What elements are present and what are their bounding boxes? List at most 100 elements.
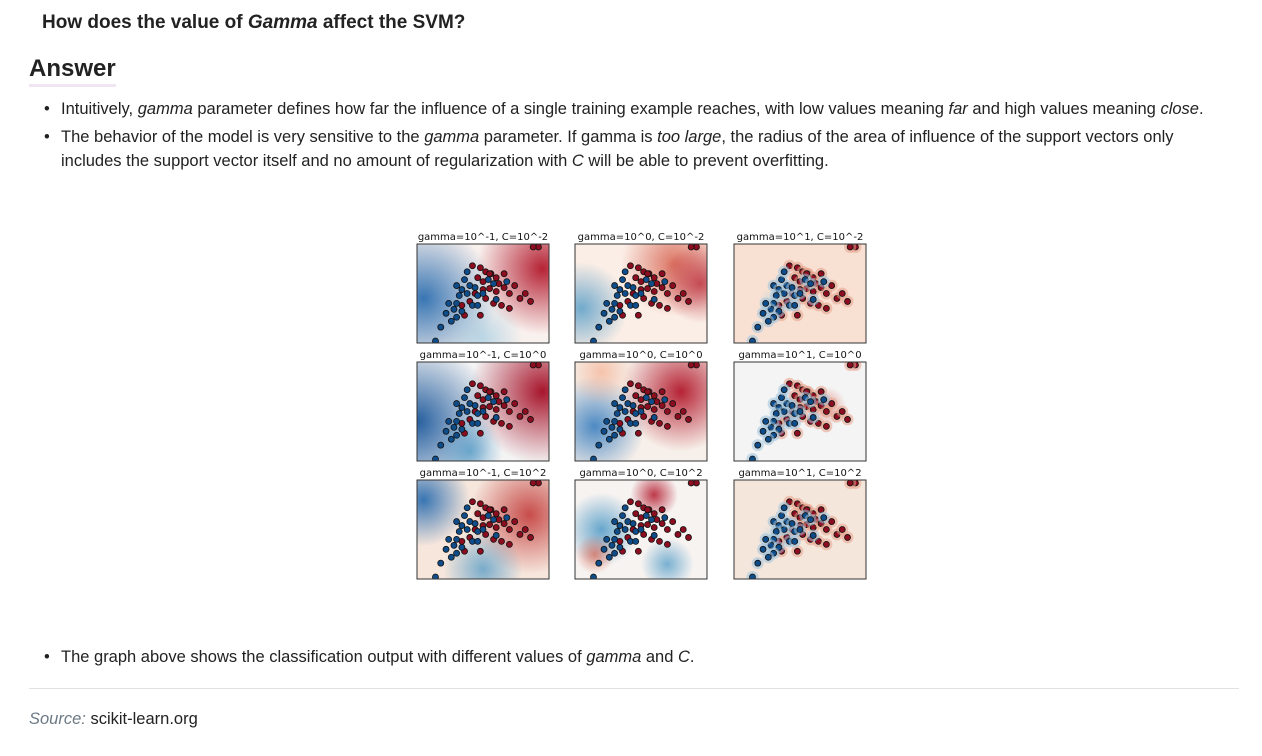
data-point: [780, 268, 788, 276]
panel-title: gamma=10^-1, C=10^-2: [418, 232, 548, 243]
data-point: [442, 545, 450, 553]
data-point: [474, 537, 482, 545]
data-point: [458, 425, 466, 433]
panel-title: gamma=10^0, C=10^-2: [578, 232, 705, 243]
data-point: [674, 295, 682, 302]
data-point: [474, 510, 482, 518]
data-point: [474, 392, 482, 400]
figure-caption-list: The graph above shows the classification…: [29, 645, 1229, 669]
data-point: [632, 392, 640, 400]
data-point: [642, 394, 650, 402]
data-point: [450, 305, 458, 313]
data-point: [479, 408, 487, 415]
data-point: [619, 394, 626, 402]
data-point: [492, 510, 500, 518]
data-point: [822, 304, 830, 312]
data-point: [828, 282, 836, 289]
data-point: [447, 435, 455, 443]
data-point: [463, 386, 471, 394]
data-point: [629, 520, 637, 527]
data-point: [492, 296, 500, 303]
data-point: [437, 323, 445, 331]
data-point: [634, 429, 642, 437]
data-point: [486, 270, 493, 278]
data-point: [500, 402, 508, 409]
data-point: [613, 410, 621, 417]
data-point: [820, 278, 828, 286]
data-point: [616, 404, 624, 411]
data-point: [611, 549, 619, 557]
data-point: [458, 286, 466, 293]
data-point: [629, 284, 637, 291]
data-point: [469, 380, 476, 388]
data-point: [809, 414, 817, 421]
data-point: [634, 264, 642, 272]
data-point: [498, 537, 505, 545]
data-point: [656, 419, 663, 427]
data-point: [453, 400, 460, 407]
data-point: [506, 408, 513, 415]
data-point: [506, 540, 513, 548]
data-point: [500, 388, 508, 396]
source-link[interactable]: scikit-learn.org: [90, 710, 198, 728]
data-point: [661, 396, 669, 404]
data-point: [674, 413, 682, 420]
data-point: [759, 309, 767, 317]
data-point: [687, 362, 695, 369]
data-point: [793, 547, 801, 555]
decision-region: [641, 537, 694, 579]
data-point: [453, 313, 460, 321]
data-point: [595, 559, 603, 567]
data-point: [663, 290, 671, 297]
data-point: [661, 514, 669, 522]
data-point: [490, 516, 497, 524]
data-point: [637, 526, 645, 533]
data-point: [453, 300, 460, 307]
data-point: [685, 416, 692, 423]
data-point: [669, 282, 677, 289]
data-point: [453, 282, 460, 289]
data-point: [764, 553, 772, 561]
data-point: [650, 406, 658, 413]
data-point: [669, 400, 677, 407]
data-point: [600, 309, 608, 317]
data-point: [616, 307, 624, 315]
data-point: [527, 298, 534, 305]
data-point: [791, 419, 799, 427]
data-point: [458, 522, 466, 529]
panel-frame: [733, 479, 867, 580]
data-point: [619, 276, 626, 284]
data-point: [644, 403, 652, 410]
data-point: [476, 382, 484, 390]
data-point: [762, 300, 770, 307]
data-point: [511, 518, 519, 525]
svm-panel: gamma=10^1, C=10^0: [733, 350, 867, 462]
question-text: How does the value of: [42, 12, 248, 33]
data-point: [471, 402, 479, 409]
data-point: [621, 408, 629, 415]
data-point: [822, 540, 830, 548]
data-point: [486, 521, 493, 528]
data-point: [455, 292, 463, 299]
data-point: [453, 431, 460, 439]
data-point: [486, 285, 493, 292]
question-emphasis: Gamma: [247, 12, 318, 33]
data-point: [474, 301, 482, 309]
data-point: [516, 531, 524, 538]
data-point: [807, 280, 814, 287]
data-point: [663, 408, 671, 415]
data-point: [437, 441, 445, 449]
data-point: [603, 535, 611, 543]
data-point: [679, 408, 687, 415]
data-point: [527, 416, 534, 423]
panel-frame: [416, 479, 550, 580]
data-point: [463, 268, 471, 276]
question-heading: How does the value of Gamma affect the S…: [42, 12, 465, 34]
data-point: [476, 547, 484, 555]
data-point: [474, 274, 482, 282]
data-point: [506, 304, 513, 312]
data-point: [600, 545, 608, 553]
data-point: [619, 512, 626, 520]
data-point: [500, 270, 508, 278]
data-point: [503, 514, 511, 522]
